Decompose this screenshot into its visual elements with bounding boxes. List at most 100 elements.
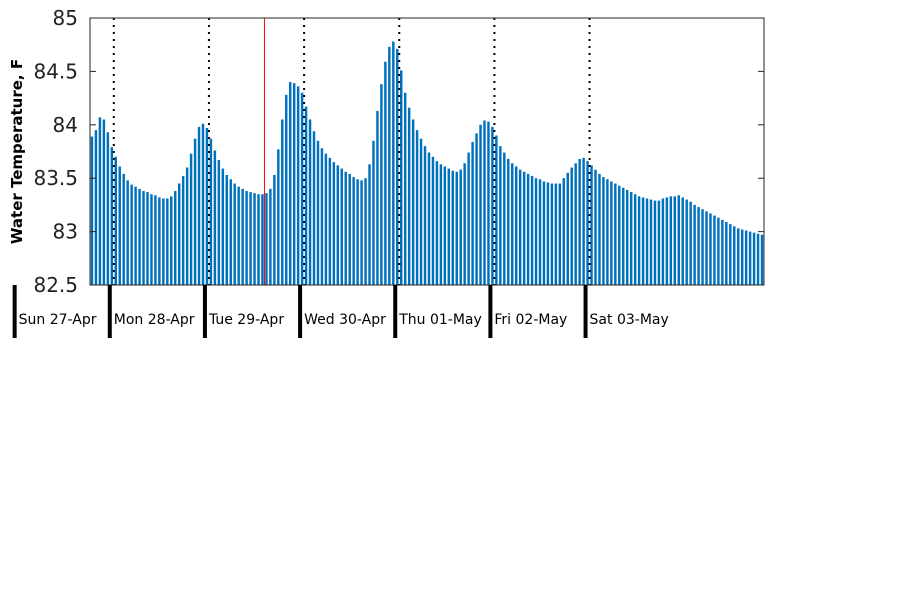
bar xyxy=(261,194,264,285)
bar xyxy=(459,169,462,285)
bar xyxy=(491,126,494,285)
bar xyxy=(170,196,173,285)
bar xyxy=(316,140,320,285)
bar xyxy=(403,92,407,285)
bar xyxy=(110,147,114,285)
bar xyxy=(376,110,379,285)
bar xyxy=(709,213,712,285)
bar xyxy=(257,194,260,285)
y-axis: 82.5 83 83.5 84 84.5 85 xyxy=(33,6,764,297)
bar xyxy=(689,201,692,285)
bar xyxy=(388,46,391,285)
bar xyxy=(221,168,225,285)
bar xyxy=(277,149,280,285)
bar xyxy=(649,199,653,285)
bar xyxy=(308,119,312,286)
bar xyxy=(526,173,530,285)
bar xyxy=(725,221,728,285)
bar xyxy=(253,193,256,285)
bar xyxy=(249,192,252,285)
bar xyxy=(94,130,98,285)
bar xyxy=(451,170,454,285)
bar xyxy=(150,194,153,285)
bar xyxy=(471,141,474,285)
bar xyxy=(665,197,669,285)
y-tick-label: 85 xyxy=(53,6,78,30)
bar xyxy=(98,117,102,285)
bar xyxy=(499,146,502,285)
bar xyxy=(213,150,217,285)
bar xyxy=(130,184,133,285)
bar xyxy=(752,232,756,285)
bar xyxy=(661,198,665,285)
bar xyxy=(479,124,482,285)
bar xyxy=(511,163,514,285)
bar xyxy=(431,156,435,285)
y-tick-label: 84.5 xyxy=(33,59,78,83)
bar xyxy=(407,107,411,285)
bar xyxy=(296,86,300,286)
bar xyxy=(693,204,696,285)
bar xyxy=(300,92,304,285)
bar xyxy=(348,173,351,285)
bar xyxy=(380,84,383,285)
bar xyxy=(633,194,637,285)
bar xyxy=(364,178,367,285)
bar xyxy=(102,119,106,286)
bar xyxy=(396,48,399,285)
bar xyxy=(760,234,764,285)
bar xyxy=(427,152,431,285)
bar xyxy=(586,161,589,285)
bar xyxy=(415,130,419,285)
bar xyxy=(205,128,209,285)
bar xyxy=(158,197,161,285)
bar xyxy=(701,209,704,285)
bar xyxy=(546,182,550,285)
bar xyxy=(185,167,189,285)
bar xyxy=(177,183,181,285)
bar xyxy=(447,168,451,285)
bar xyxy=(217,160,221,285)
bar xyxy=(721,219,724,285)
day-label: Fri 02-May xyxy=(494,312,567,328)
bar xyxy=(114,156,117,285)
bar xyxy=(162,198,165,285)
bar xyxy=(281,119,284,286)
bar xyxy=(352,177,355,285)
bar xyxy=(439,164,443,285)
bar xyxy=(614,183,617,285)
bar xyxy=(606,179,609,285)
bar xyxy=(713,215,716,285)
bar xyxy=(495,135,498,285)
x-axis: Sun 27-Apr Mon 28-Apr Tue 29-Apr Wed 30-Apr… xyxy=(12,285,669,338)
bar xyxy=(602,177,605,285)
bar xyxy=(138,188,141,285)
bar xyxy=(562,178,566,285)
bar xyxy=(522,171,526,285)
bar xyxy=(174,191,177,285)
bar xyxy=(340,168,343,285)
bar xyxy=(657,200,661,285)
bar xyxy=(90,136,94,285)
bar xyxy=(705,211,708,285)
bar xyxy=(629,192,633,285)
y-tick-label: 82.5 xyxy=(33,273,78,297)
bar xyxy=(189,153,193,285)
bar xyxy=(733,226,736,285)
bar xyxy=(304,106,308,285)
bar xyxy=(554,183,558,285)
bar xyxy=(146,192,149,285)
day-dividers xyxy=(112,18,591,285)
bar xyxy=(677,195,680,285)
bar xyxy=(681,197,684,285)
bar xyxy=(336,165,340,285)
bar xyxy=(237,186,240,285)
bar xyxy=(372,140,375,285)
bar xyxy=(106,132,110,285)
bar xyxy=(411,119,415,286)
bar xyxy=(622,187,625,285)
bar xyxy=(245,191,248,285)
bar xyxy=(475,133,478,285)
bar xyxy=(166,198,169,285)
bar xyxy=(134,186,137,285)
